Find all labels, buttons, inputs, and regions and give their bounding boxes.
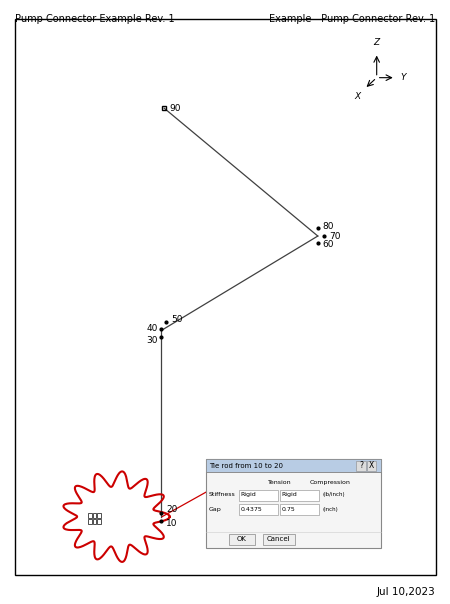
Text: ?: ? (359, 461, 363, 470)
Bar (263, 534, 295, 545)
Text: 0.75: 0.75 (282, 507, 295, 512)
Text: Tie rod from 10 to 20: Tie rod from 10 to 20 (209, 463, 283, 469)
Text: 30: 30 (146, 336, 158, 345)
Text: Y: Y (400, 73, 406, 82)
Text: 0.4375: 0.4375 (241, 507, 262, 512)
Text: 40: 40 (147, 324, 158, 333)
Text: Gap: Gap (209, 507, 221, 512)
Text: Rigid: Rigid (241, 492, 256, 498)
Bar (97, 519, 101, 524)
Bar (239, 490, 278, 501)
Text: 60: 60 (323, 240, 334, 249)
Text: X: X (369, 461, 374, 470)
Bar (93, 519, 96, 524)
Text: Rigid: Rigid (282, 492, 297, 498)
Text: Stiffness: Stiffness (209, 492, 235, 498)
Text: (inch): (inch) (322, 507, 338, 512)
Text: X: X (354, 92, 360, 101)
Bar (89, 519, 92, 524)
Text: 80: 80 (323, 222, 334, 231)
Bar (97, 513, 101, 518)
Text: 50: 50 (171, 315, 183, 324)
Text: (lb/inch): (lb/inch) (322, 492, 345, 498)
Bar (239, 504, 278, 515)
Text: Compression: Compression (310, 480, 351, 485)
Bar (206, 460, 381, 472)
Bar (280, 490, 319, 501)
Text: 10: 10 (166, 519, 178, 528)
Text: OK: OK (237, 536, 247, 542)
Bar (280, 504, 319, 515)
Bar (367, 461, 376, 471)
Text: Cancel: Cancel (267, 536, 290, 542)
Text: Z: Z (374, 38, 380, 47)
Text: Tension: Tension (268, 480, 292, 485)
Bar (230, 534, 255, 545)
Bar (356, 461, 366, 471)
Text: Pump Connector Example Rev. 1: Pump Connector Example Rev. 1 (15, 14, 175, 24)
Bar (93, 513, 96, 518)
Text: Jul 10,2023: Jul 10,2023 (376, 586, 435, 597)
Bar (89, 513, 92, 518)
Text: Example - Pump Connector Rev. 1: Example - Pump Connector Rev. 1 (269, 14, 435, 24)
Text: 90: 90 (169, 104, 181, 113)
Text: 20: 20 (166, 506, 178, 515)
Text: 70: 70 (329, 231, 341, 240)
Bar (206, 460, 381, 548)
